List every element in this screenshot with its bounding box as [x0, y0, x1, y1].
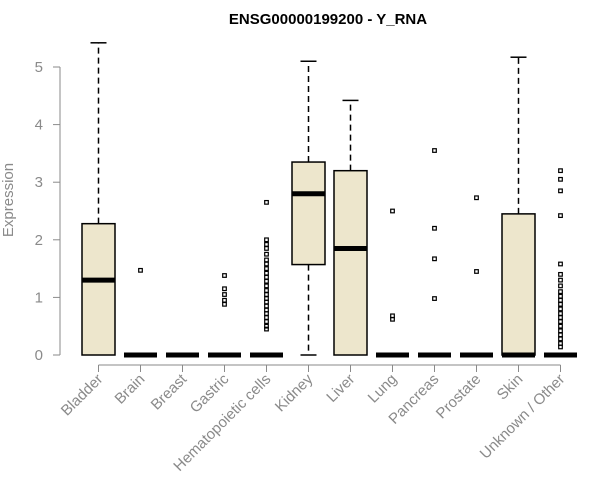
y-axis-label: Expression [0, 163, 17, 237]
x-tick-label: Bladder [58, 371, 107, 420]
x-tick-label: Skin [494, 371, 527, 404]
chart-title: ENSG00000199200 - Y_RNA [229, 11, 427, 28]
outlier-point [264, 283, 269, 289]
outlier-point [264, 288, 269, 293]
outlier-point [264, 278, 269, 284]
y-tick-label: 0 [35, 347, 43, 364]
box-group [208, 273, 241, 358]
y-tick-label: 3 [35, 174, 43, 191]
box-group [418, 148, 451, 358]
box-group [376, 208, 409, 358]
outlier-point [264, 319, 269, 324]
outlier-point [558, 315, 563, 320]
outlier-point [390, 208, 395, 214]
outlier-point [474, 195, 479, 201]
x-tick-label: Breast [148, 370, 191, 413]
x-tick-label: Liver [323, 371, 358, 406]
box-group [333, 99, 368, 356]
y-tick-label: 4 [35, 117, 43, 134]
box-iqr [333, 169, 368, 356]
outlier-point [264, 261, 269, 267]
outlier-point [264, 266, 269, 271]
outlier-point [264, 292, 269, 297]
x-tick-label: Lung [365, 371, 401, 407]
outlier-point [222, 301, 227, 307]
box-group [250, 199, 283, 358]
outlier-point [264, 311, 269, 316]
outlier-point [558, 289, 563, 295]
outlier-point [474, 269, 479, 274]
y-tick-label: 2 [35, 232, 43, 249]
outlier-point [432, 256, 437, 262]
box-group [460, 195, 493, 358]
outlier-point [558, 277, 563, 283]
outlier-point [558, 336, 563, 342]
outlier-point [222, 297, 227, 303]
outlier-point [558, 293, 563, 299]
outlier-point [558, 271, 563, 277]
outlier-point [432, 148, 437, 153]
outlier-point [264, 237, 269, 243]
outlier-point [558, 301, 563, 307]
x-tick-label: Prostate [433, 371, 485, 423]
outlier-point [222, 273, 227, 278]
y-axis: 0 1 2 3 4 5 [35, 59, 61, 364]
x-tick-label: Brain [112, 371, 149, 408]
outlier-point [264, 199, 269, 205]
outlier-point [558, 297, 563, 303]
outlier-point [264, 326, 269, 332]
outlier-point [222, 286, 227, 292]
outlier-point [558, 323, 563, 329]
x-tick-label: Kidney [272, 370, 317, 415]
outlier-point [558, 176, 563, 182]
outlier-point [390, 316, 395, 322]
box-group [81, 42, 116, 356]
outlier-point [264, 274, 269, 280]
outlier-point [558, 306, 563, 312]
outlier-point [264, 257, 269, 263]
outlier-point [222, 292, 227, 297]
outlier-point [558, 319, 563, 324]
box-iqr [81, 222, 116, 356]
outlier-point [264, 246, 269, 251]
box-group [124, 267, 157, 358]
outlier-point [558, 328, 563, 334]
outlier-point [558, 261, 563, 267]
box-series [81, 42, 577, 358]
outlier-point [264, 303, 269, 309]
box-group [501, 56, 536, 358]
outlier-point [558, 213, 563, 219]
box-group [544, 168, 577, 358]
outlier-point [558, 168, 563, 174]
outlier-point [264, 323, 269, 329]
box-iqr [291, 161, 326, 266]
box-group [291, 60, 326, 356]
outlier-point [558, 311, 563, 316]
outlier-point [432, 225, 437, 231]
outlier-point [432, 296, 437, 301]
outlier-point [558, 188, 563, 194]
y-tick-label: 1 [35, 289, 43, 306]
outlier-point [264, 315, 269, 320]
box-iqr [501, 213, 536, 356]
outlier-point [264, 242, 269, 247]
outlier-point [138, 267, 143, 273]
outlier-point [264, 270, 269, 276]
outlier-point [558, 283, 563, 289]
y-tick-label: 5 [35, 59, 43, 76]
outlier-point [264, 251, 269, 257]
outlier-point [558, 332, 563, 338]
outlier-point [264, 299, 269, 305]
outlier-point [558, 344, 563, 350]
